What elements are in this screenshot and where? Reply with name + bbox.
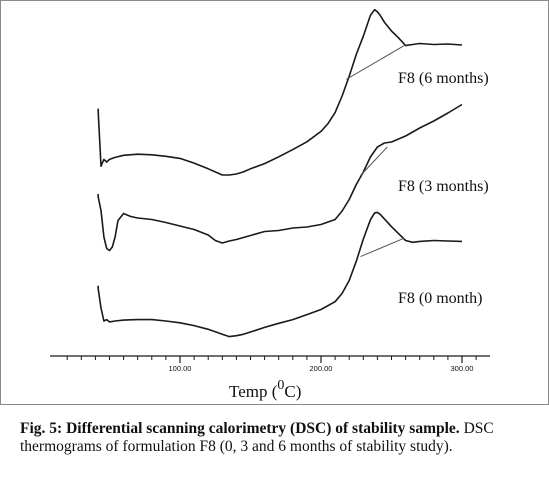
peak-baseline — [360, 146, 388, 176]
caption-label: Fig. 5: — [20, 420, 63, 437]
thermogram-line — [97, 8, 463, 176]
series-label: F8 (6 months) — [398, 70, 489, 87]
dsc-chart: 100.00 200.00 300.00 F8 (6 months) F8 (3 mo… — [50, 8, 490, 401]
plot-frame — [0, 0, 549, 405]
x-axis: 100.00 200.00 300.00 — [50, 355, 490, 373]
thermogram-line — [97, 103, 463, 252]
figure-caption: Fig. 5: Differential scanning calorimetr… — [20, 420, 542, 456]
x-axis-title-unit: C) — [284, 382, 301, 401]
x-tick-label: 100.00 — [169, 364, 192, 373]
x-tick-label: 300.00 — [451, 364, 474, 373]
x-axis-title-superscript: 0 — [277, 378, 284, 393]
series-labels: F8 (6 months) F8 (3 months) F8 (0 month) — [398, 70, 489, 307]
thermogram-line — [97, 211, 463, 338]
x-axis-title-text: Temp ( — [229, 382, 278, 401]
caption-title: Differential scanning calorimetry (DSC) … — [62, 420, 460, 437]
peak-baseline — [360, 237, 405, 258]
peak-baseline — [346, 45, 405, 80]
x-tick-label: 200.00 — [310, 364, 333, 373]
series-label: F8 (0 month) — [398, 290, 482, 307]
series-label: F8 (3 months) — [398, 178, 489, 195]
x-axis-title: Temp (0C) — [229, 378, 301, 401]
caption-text: DSC thermograms of formulation F8 (0, 3 … — [20, 420, 494, 455]
thermogram-curves — [97, 8, 463, 338]
